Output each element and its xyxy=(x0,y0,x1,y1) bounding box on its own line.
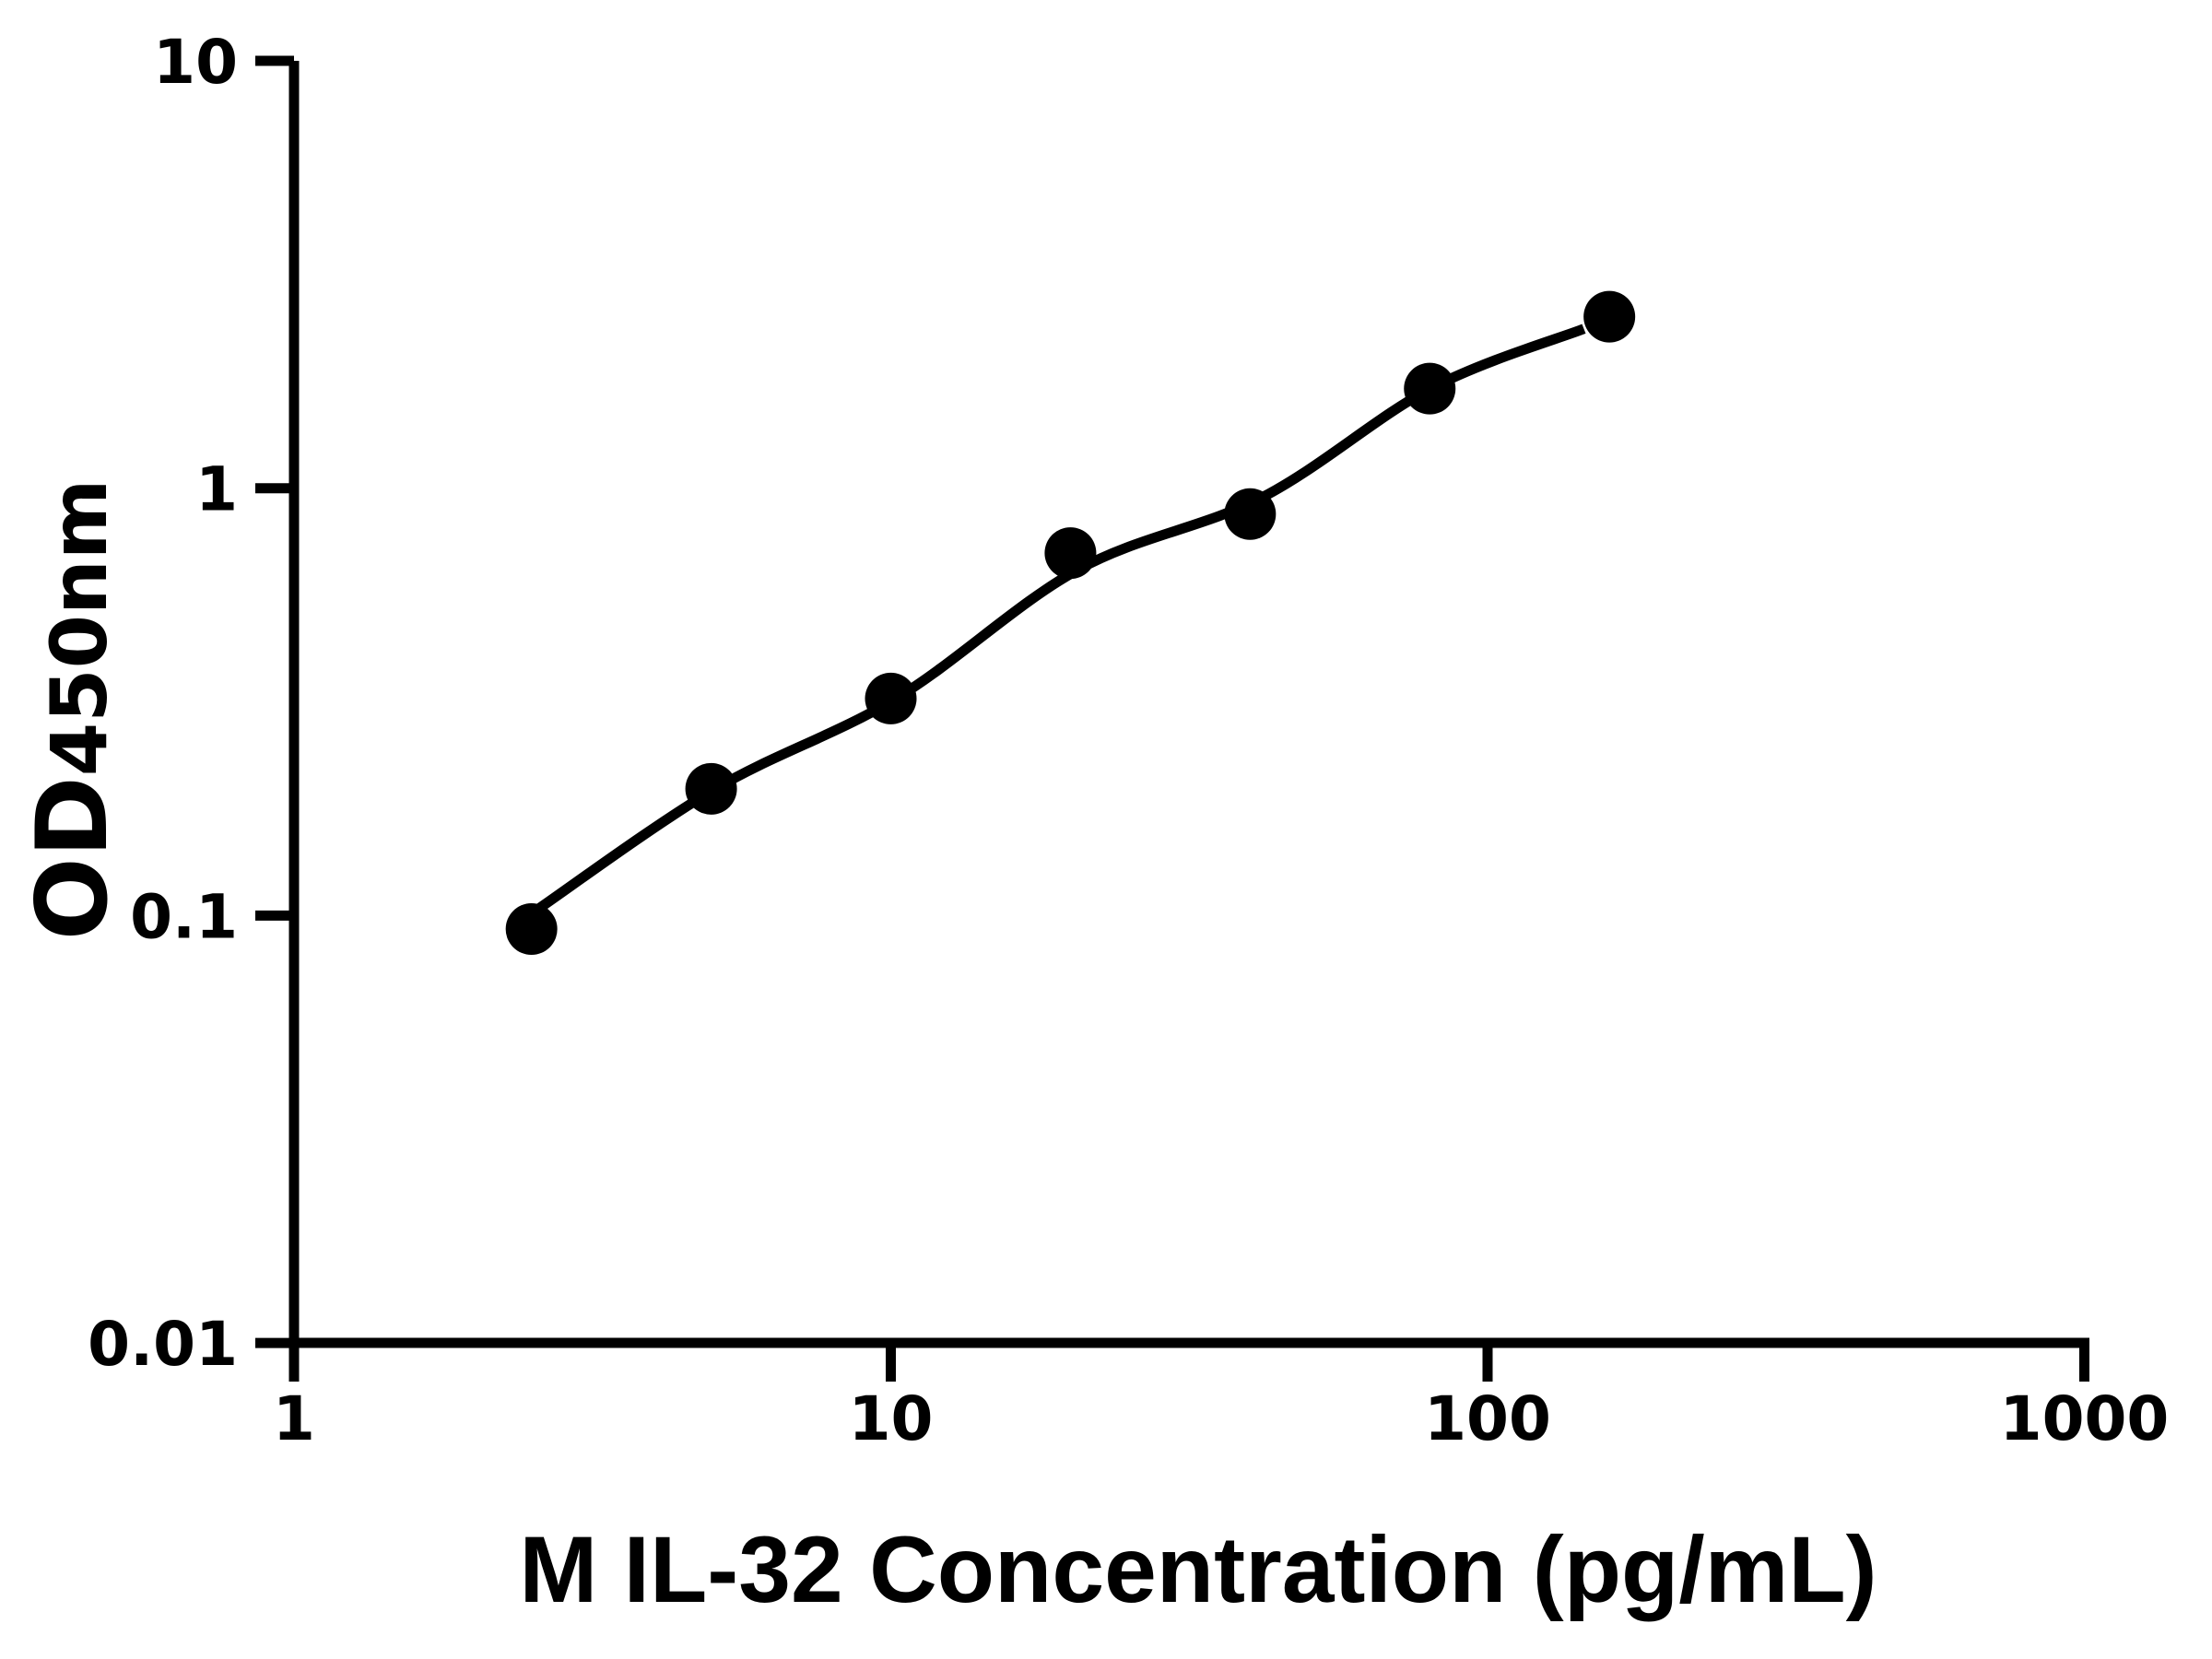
y-tick-label: 1 xyxy=(195,454,238,525)
fit-curve-line xyxy=(534,324,1586,914)
data-point xyxy=(1583,290,1636,343)
data-point xyxy=(1224,488,1277,540)
data-point xyxy=(1044,527,1097,580)
x-tick-label: 1 xyxy=(273,1383,315,1454)
x-axis-title: M IL-32 Concentration (pg/mL) xyxy=(519,1517,1877,1622)
data-point xyxy=(1404,362,1456,415)
x-tick-label: 1000 xyxy=(2000,1383,2170,1454)
y-axis-title-main: OD xyxy=(16,776,129,940)
y-tick-label: 10 xyxy=(153,27,238,98)
x-tick-label: 10 xyxy=(849,1383,934,1454)
data-point xyxy=(505,903,558,956)
axis-spines xyxy=(288,61,2089,1348)
y-axis-title: OD450nm xyxy=(16,479,129,941)
x-tick-label: 100 xyxy=(1424,1383,1551,1454)
y-tick-label: 0.1 xyxy=(130,881,238,952)
data-point xyxy=(865,672,917,724)
data-point xyxy=(685,762,737,815)
y-axis-title-subscript: 450nm xyxy=(34,479,124,777)
y-tick-label: 0.01 xyxy=(88,1309,238,1380)
